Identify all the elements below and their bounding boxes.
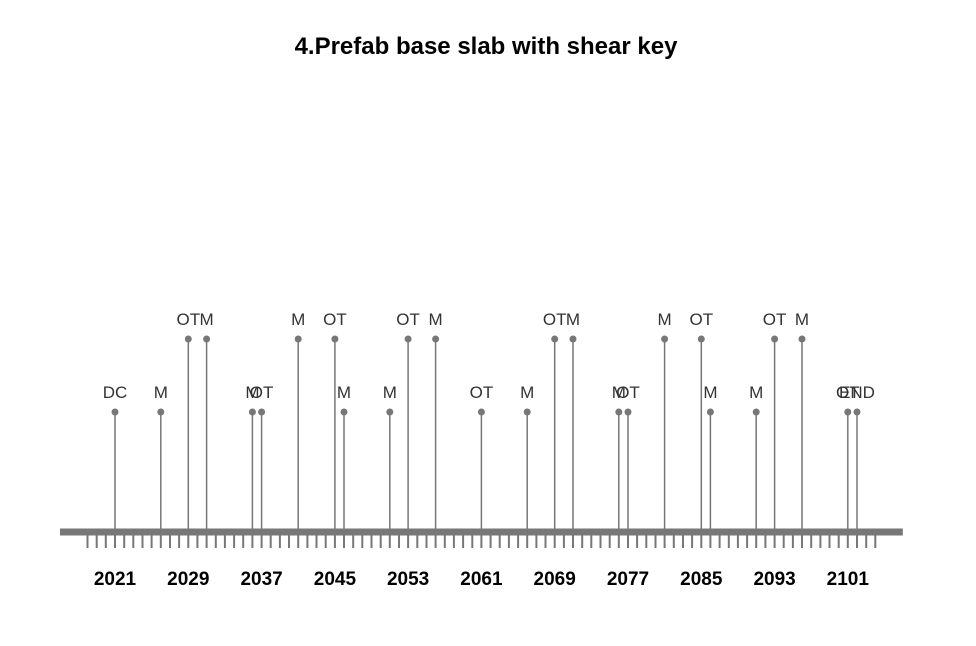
event-label: M: [612, 383, 626, 402]
event-marker: DC: [103, 383, 128, 532]
event-point: [523, 408, 531, 416]
event-point: [294, 335, 302, 343]
event-label: M: [291, 310, 305, 329]
event-label: OT: [323, 310, 347, 329]
tick-label: 2085: [680, 569, 723, 590]
event-marker: M: [795, 310, 809, 532]
event-point: [157, 408, 165, 416]
event-label: M: [795, 310, 809, 329]
event-marker: M: [337, 383, 351, 532]
event-point: [340, 408, 348, 416]
event-marker: M: [429, 310, 443, 532]
event-label: OT: [763, 310, 787, 329]
tick-label: 2053: [387, 569, 429, 590]
event-label: OT: [250, 383, 274, 402]
event-point: [551, 335, 559, 343]
event-point: [386, 408, 394, 416]
tick-label: 2021: [94, 569, 137, 590]
chart-title: 4.Prefab base slab with shear key: [295, 33, 679, 60]
tick-labels: 2021 2029 2037 2045 2053 2061 2069 2077 2085 2093…: [94, 569, 870, 590]
event-marker: OT: [323, 310, 347, 532]
event-marker: M: [383, 383, 397, 532]
event-point: [661, 335, 669, 343]
event-marker: OT: [836, 383, 860, 532]
event-point: [706, 408, 714, 416]
event-label: OT: [616, 383, 640, 402]
event-label: M: [245, 383, 259, 402]
event-point: [184, 335, 192, 343]
event-point: [771, 335, 779, 343]
event-label: DC: [103, 383, 128, 402]
event-point: [111, 408, 119, 416]
event-label: OT: [176, 310, 200, 329]
event-label: OT: [836, 383, 860, 402]
event-point: [615, 408, 623, 416]
event-label: M: [383, 383, 397, 402]
event-marker: OT: [763, 310, 787, 532]
event-label: M: [429, 310, 443, 329]
event-point: [258, 408, 266, 416]
event-label: END: [839, 383, 875, 402]
event-point: [569, 335, 577, 343]
event-point: [844, 408, 852, 416]
event-point: [624, 408, 632, 416]
event-label: M: [200, 310, 214, 329]
event-marker: M: [749, 383, 763, 532]
tick-label: 2037: [240, 569, 282, 590]
event-point: [853, 408, 861, 416]
event-label: OT: [689, 310, 713, 329]
event-marker: END: [839, 383, 875, 532]
event-marker: OT: [543, 310, 567, 532]
event-label: M: [520, 383, 534, 402]
event-label: M: [658, 310, 672, 329]
event-point: [203, 335, 211, 343]
event-marker: OT: [616, 383, 640, 532]
event-point: [432, 335, 440, 343]
event-point: [331, 335, 339, 343]
event-marker: M: [658, 310, 672, 532]
event-label: M: [749, 383, 763, 402]
event-point: [477, 408, 485, 416]
tick-label: 2061: [460, 569, 503, 590]
tick-label: 2029: [167, 569, 209, 590]
event-marker: M: [703, 383, 717, 532]
event-point: [697, 335, 705, 343]
event-point: [798, 335, 806, 343]
event-label: OT: [396, 310, 420, 329]
event-label: M: [337, 383, 351, 402]
tick-label: 2069: [534, 569, 576, 590]
event-marker: OT: [250, 383, 274, 532]
event-point: [752, 408, 760, 416]
event-marker: M: [291, 310, 305, 532]
event-label: M: [154, 383, 168, 402]
event-marker: OT: [396, 310, 420, 532]
event-marker: M: [566, 310, 580, 532]
event-marker: OT: [176, 310, 200, 532]
event-marker: OT: [470, 383, 494, 532]
event-marker: M: [154, 383, 168, 532]
event-marker: M: [200, 310, 214, 532]
event-point: [404, 335, 412, 343]
tick-label: 2045: [314, 569, 357, 590]
event-marker: M: [520, 383, 534, 532]
event-label: OT: [543, 310, 567, 329]
tick-label: 2101: [827, 569, 870, 590]
tick-label: 2077: [607, 569, 649, 590]
tick-label: 2093: [753, 569, 795, 590]
event-label: M: [703, 383, 717, 402]
event-marker: M: [245, 383, 259, 532]
event-point: [248, 408, 256, 416]
event-marker: OT: [689, 310, 713, 532]
event-label: OT: [470, 383, 494, 402]
event-marker: M: [612, 383, 626, 532]
event-label: M: [566, 310, 580, 329]
